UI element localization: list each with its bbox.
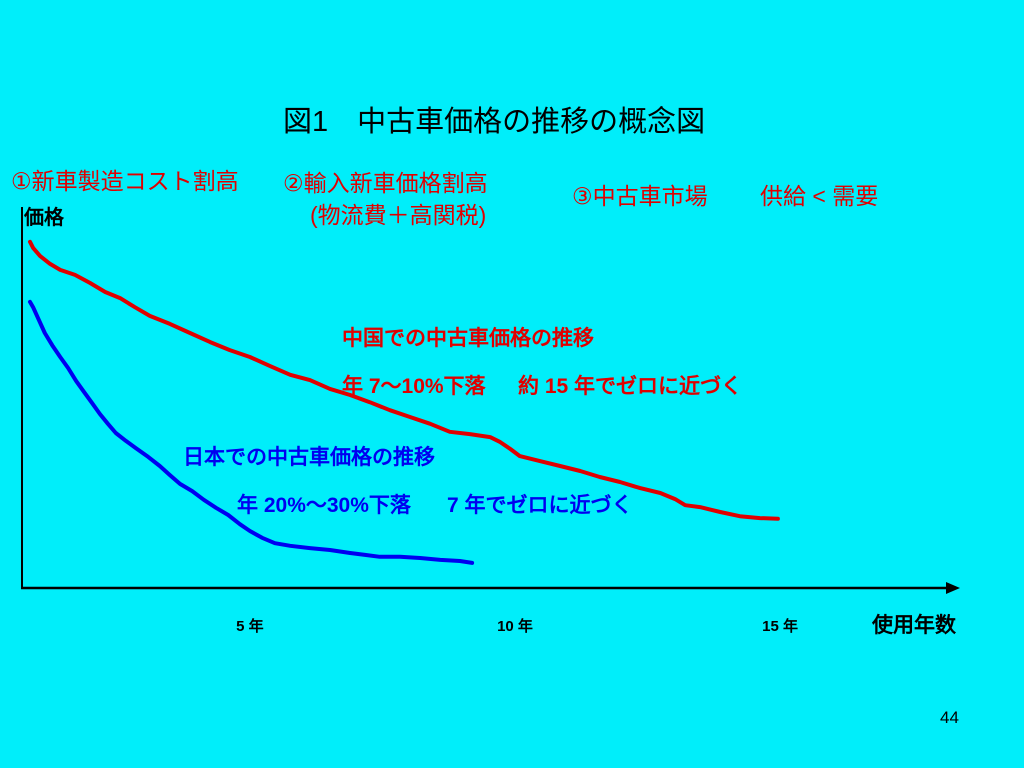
- annotation-china-zero: 約 15 年でゼロに近づく: [518, 375, 743, 398]
- x-axis-arrow-icon: [946, 582, 960, 594]
- factor-new-car-cost: ①新車製造コスト割高: [11, 168, 239, 194]
- x-tick-label-10: 10 年: [497, 618, 533, 635]
- series-line-china: [28, 239, 780, 521]
- factor-used-car-market-detail: 供給 < 需要: [760, 183, 879, 209]
- y-axis-label: 価格: [24, 207, 64, 229]
- x-tick-label-15: 15 年: [762, 618, 799, 635]
- x-axis-label: 使用年数: [872, 614, 956, 637]
- annotation-japan-zero: 7 年でゼロに近づく: [447, 494, 633, 517]
- series-label-japan: 日本での中古車価格の推移: [183, 446, 435, 469]
- series-label-china: 中国での中古車価格の推移: [342, 327, 594, 350]
- series-line-japan: [28, 299, 475, 565]
- factor-import-price-detail: (物流費＋高関税): [310, 202, 487, 228]
- factor-used-car-market: ③中古車市場: [572, 183, 708, 209]
- chart-title: 図1 中古車価格の推移の概念図: [283, 106, 706, 138]
- annotation-china-decline: 年 7〜10%下落: [342, 375, 486, 398]
- annotation-japan-decline: 年 20%〜30%下落: [237, 494, 411, 517]
- factor-import-price: ②輸入新車価格割高: [283, 170, 488, 196]
- x-tick-label-5: 5 年: [236, 618, 264, 635]
- page-number: 44: [940, 708, 959, 727]
